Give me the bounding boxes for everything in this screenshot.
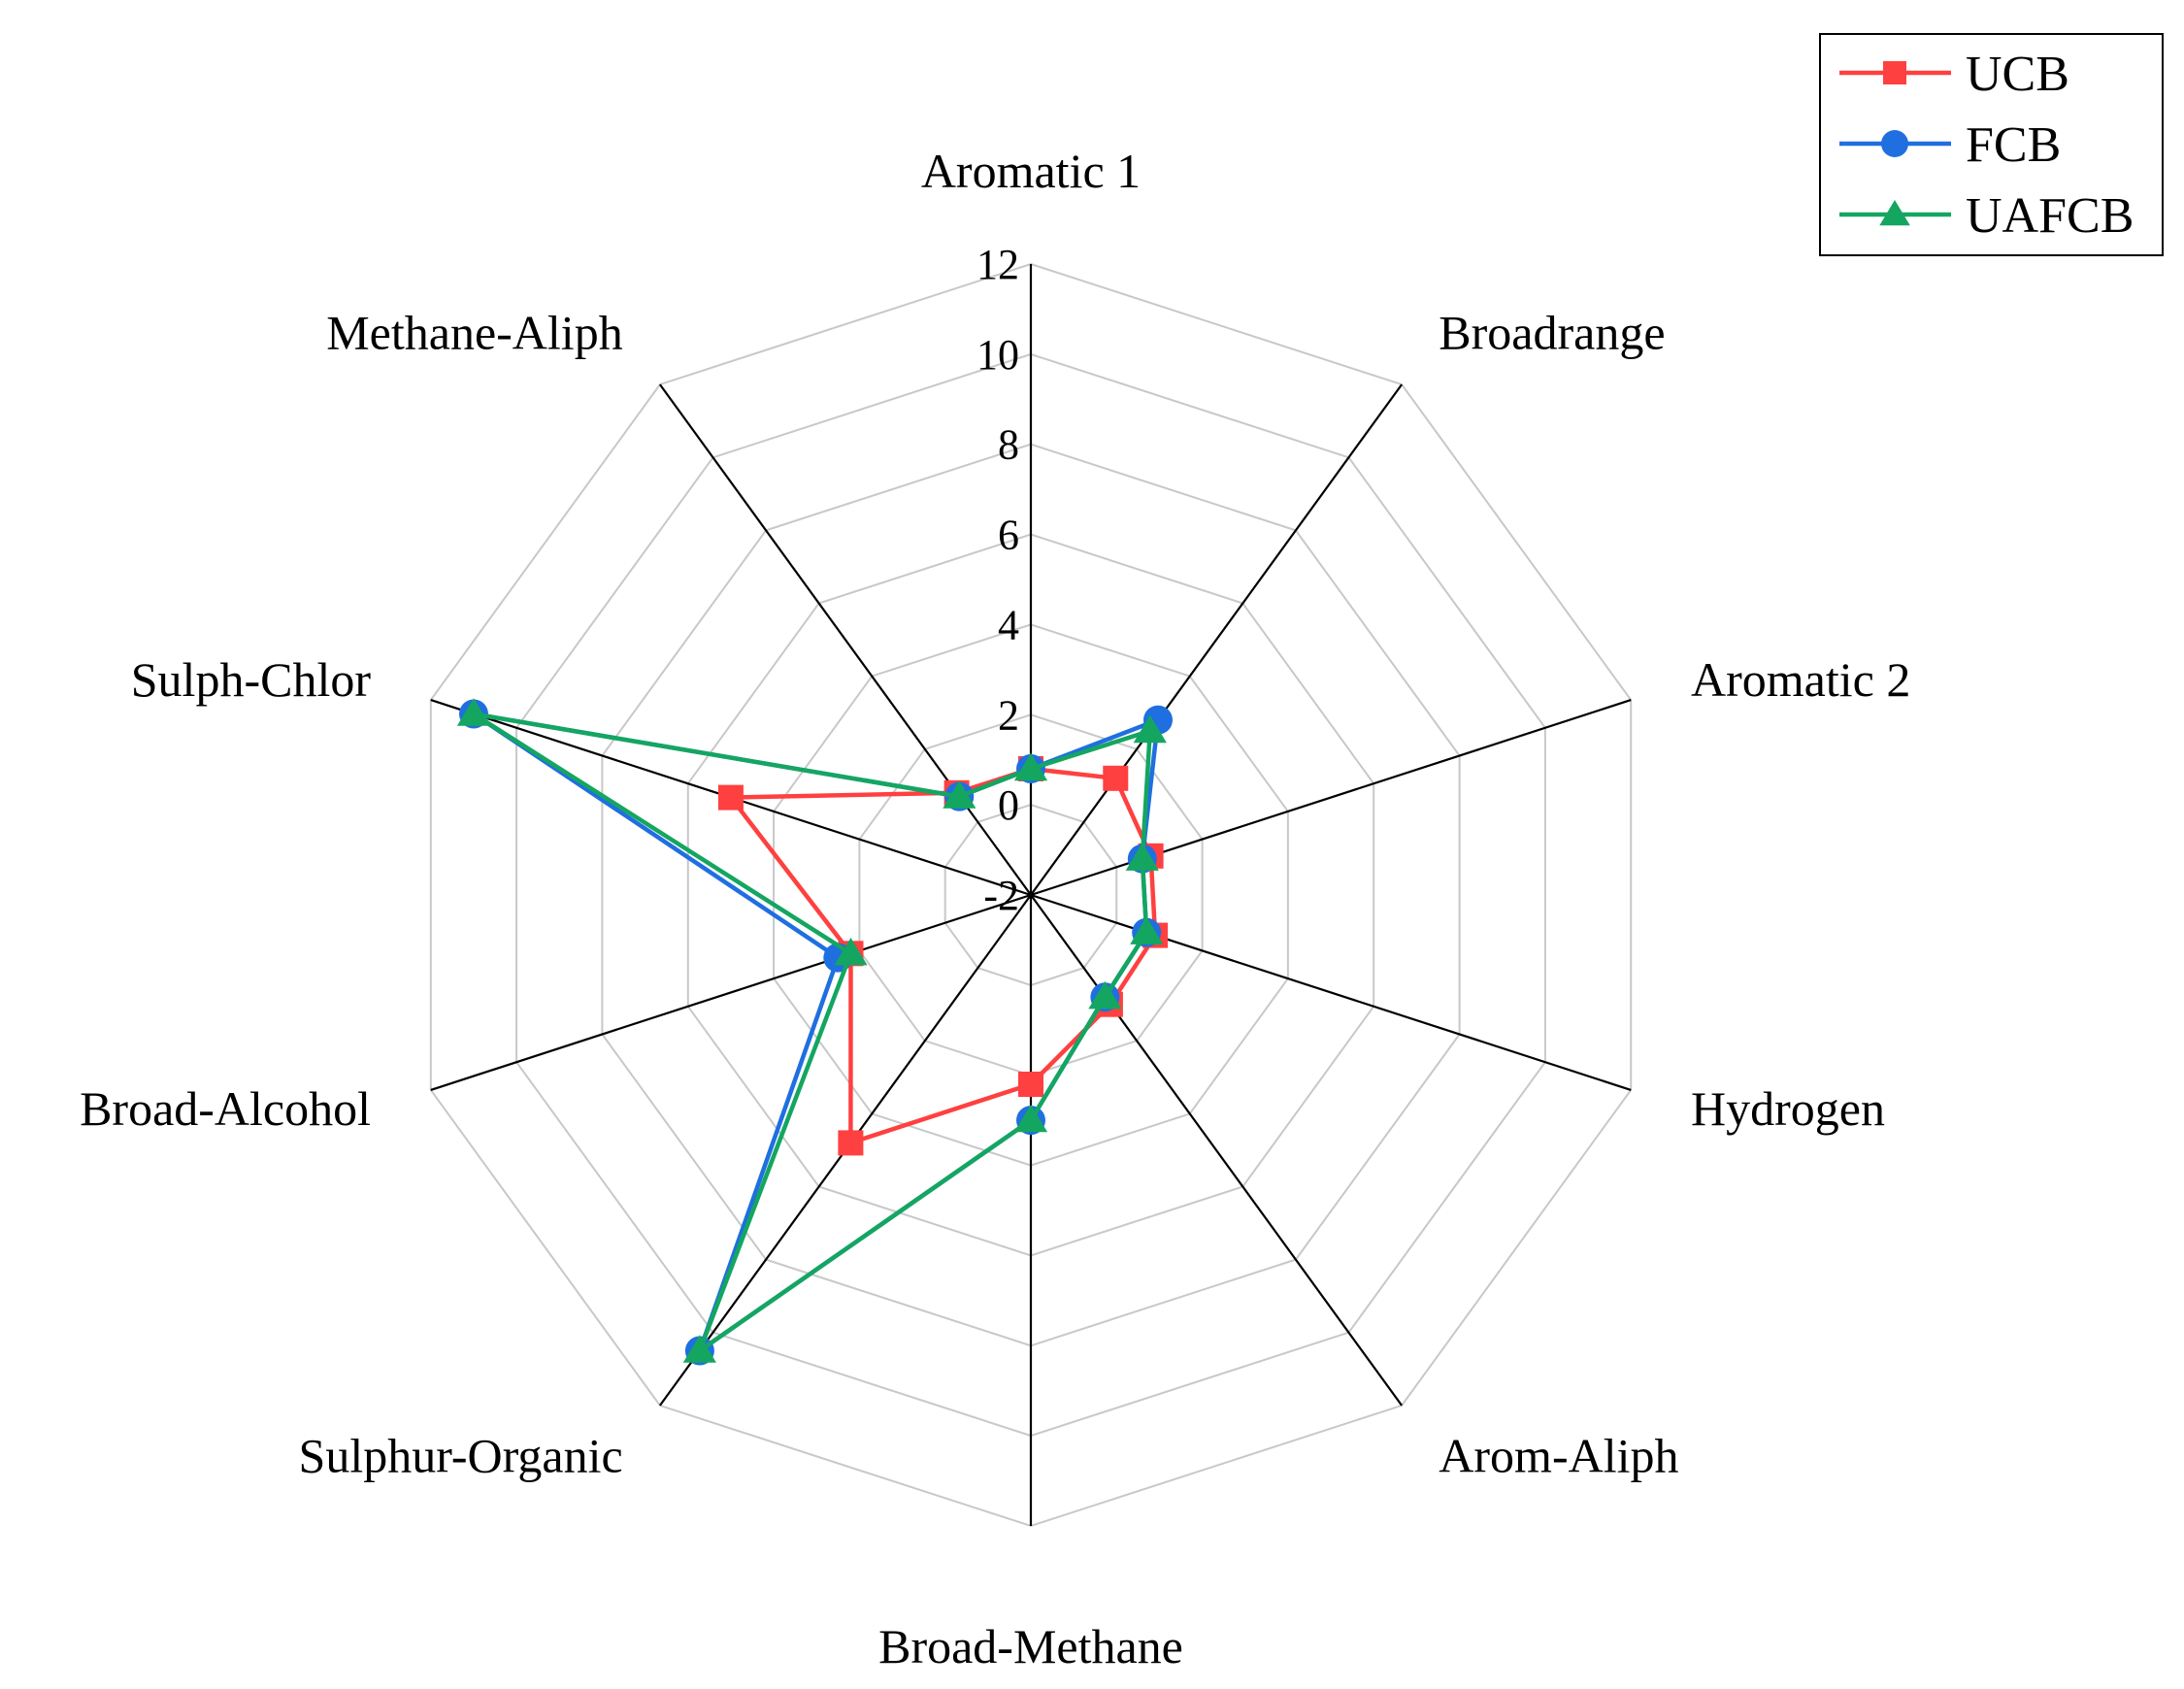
axis-spoke-hydrogen (1030, 893, 1632, 1091)
axis-label-broad-alcohol: Broad-Alcohol (80, 1081, 371, 1136)
axis-label-broad-methane: Broad-Methane (878, 1619, 1183, 1673)
legend-label: UCB (1966, 47, 2069, 102)
series-uafcb (456, 698, 1167, 1363)
tick-label: -2 (983, 872, 1019, 919)
data-point-uafcb-arom-aliph (1088, 980, 1122, 1010)
legend-marker (1883, 61, 1906, 84)
tick-label: 2 (998, 691, 1019, 739)
axis-label-aromatic-1: Aromatic 1 (921, 144, 1141, 198)
axis-label-arom-aliph: Arom-Aliph (1439, 1428, 1678, 1482)
axis-label-aromatic-2: Aromatic 2 (1691, 652, 1910, 707)
legend-label: FCB (1966, 117, 2061, 173)
legend-marker (1879, 200, 1910, 226)
legend-item-uafcb: UAFCB (1839, 188, 2134, 244)
legend-item-fcb: FCB (1839, 117, 2061, 173)
axis-spoke-broad-alcohol (430, 893, 1032, 1091)
legend-marker (1881, 130, 1908, 157)
tick-label: 4 (998, 601, 1019, 648)
axis-label-sulph-chlor: Sulph-Chlor (131, 652, 372, 707)
data-point-ucb-sulphur-organic (838, 1130, 864, 1156)
tick-label: 12 (976, 241, 1019, 288)
legend-item-ucb: UCB (1839, 47, 2069, 102)
series-fcb (459, 699, 1173, 1366)
data-point-uafcb-aromatic-2 (1125, 843, 1159, 871)
data-point-uafcb-broad-methane (1013, 1104, 1048, 1133)
data-point-ucb-broadrange (1103, 765, 1129, 791)
data-point-ucb-broad-methane (1018, 1072, 1043, 1097)
series-layer (456, 698, 1173, 1366)
tick-label: 8 (998, 421, 1019, 469)
tick-label: 10 (976, 331, 1019, 379)
data-point-uafcb-hydrogen (1130, 916, 1164, 944)
axis-spoke-arom-aliph (1030, 894, 1403, 1407)
data-point-uafcb-aromatic-1 (1013, 752, 1048, 781)
data-point-uafcb-methane-aliph (943, 780, 976, 809)
tick-label: 6 (998, 512, 1019, 559)
axis-label-broadrange: Broadrange (1439, 306, 1665, 360)
axis-label-sulphur-organic: Sulphur-Organic (299, 1428, 623, 1482)
legend: UCB FCB UAFCB (1819, 33, 2164, 256)
data-point-uafcb-sulphur-organic (682, 1335, 716, 1363)
axis-spoke-methane-aliph (659, 383, 1032, 896)
tick-label: 0 (998, 781, 1019, 829)
data-point-uafcb-sulph-chlor (456, 698, 490, 726)
data-point-uafcb-broad-alcohol (834, 938, 868, 966)
axis-spoke-broadrange (1030, 383, 1403, 896)
series-line-fcb (472, 712, 1161, 1357)
data-point-uafcb-broadrange (1133, 714, 1167, 744)
data-point-ucb-sulph-chlor (717, 784, 744, 811)
axis-spoke-aromatic-2 (1030, 699, 1632, 897)
radial-tick-labels: -2 0 2 4 6 8 10 12 (976, 241, 1019, 919)
legend-label: UAFCB (1966, 188, 2134, 244)
axis-label-hydrogen: Hydrogen (1691, 1081, 1885, 1136)
axis-label-methane-aliph: Methane-Aliph (326, 306, 622, 360)
axis-labels: Aromatic 1 Broadrange Aromatic 2 Hydrogen Ar… (80, 144, 1910, 1673)
